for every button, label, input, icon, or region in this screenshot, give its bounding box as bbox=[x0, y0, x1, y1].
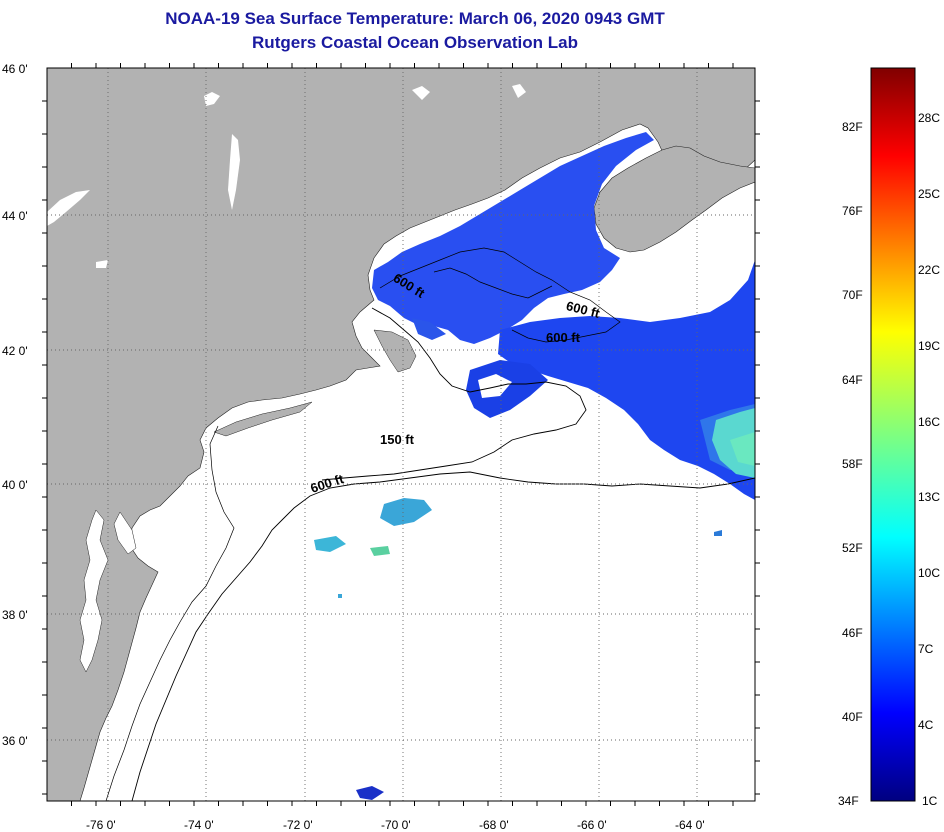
colorbar-f-40: 40F bbox=[842, 710, 863, 724]
colorbar-f-70: 70F bbox=[842, 288, 863, 302]
lat-label-40: 40 0' bbox=[2, 478, 28, 492]
colorbar-f-34: 34F bbox=[838, 794, 859, 808]
contour-600ft-south bbox=[131, 471, 755, 801]
lon-label-76: -76 0' bbox=[86, 818, 116, 832]
colorbar-f-82: 82F bbox=[842, 120, 863, 134]
colorbar-c-4: 4C bbox=[918, 718, 934, 732]
contour-150ft bbox=[321, 307, 587, 481]
lat-label-36: 36 0' bbox=[2, 734, 28, 748]
delaware-bay bbox=[113, 511, 137, 555]
colorbar-f-64: 64F bbox=[842, 373, 863, 387]
long-island bbox=[213, 401, 313, 437]
map-subtitle: Rutgers Coastal Ocean Observation Lab bbox=[252, 33, 578, 52]
contour-label-150ft: 150 ft bbox=[380, 432, 414, 447]
lat-label-42: 42 0' bbox=[2, 344, 28, 358]
colorbar-c-28: 28C bbox=[918, 111, 941, 125]
colorbar-c-19: 19C bbox=[918, 339, 941, 353]
land-us-mainland bbox=[47, 68, 755, 801]
colorbar-c-1: 1C bbox=[922, 794, 938, 808]
colorbar-c-22: 22C bbox=[918, 263, 941, 277]
colorbar-c-7: 7C bbox=[918, 642, 934, 656]
lake-champlain bbox=[228, 134, 240, 210]
contour-shelf-edge bbox=[105, 425, 235, 801]
lon-label-64: -64 0' bbox=[675, 818, 705, 832]
lat-label-38: 38 0' bbox=[2, 608, 28, 622]
colorbar-f-76: 76F bbox=[842, 204, 863, 218]
contour-label-600ft-georges: 600 ft bbox=[546, 330, 580, 345]
lon-label-70: -70 0' bbox=[381, 818, 411, 832]
colorbar-f-58: 58F bbox=[842, 457, 863, 471]
lat-label-44: 44 0' bbox=[2, 209, 28, 223]
cape-cod bbox=[373, 329, 417, 373]
contour-gulf-inner bbox=[379, 247, 621, 343]
colorbar-f-52: 52F bbox=[842, 541, 863, 555]
lon-label-68: -68 0' bbox=[479, 818, 509, 832]
lake-ontario bbox=[47, 190, 90, 226]
lon-label-74: -74 0' bbox=[184, 818, 214, 832]
sst-offshore-patch bbox=[380, 498, 432, 526]
lon-label-66: -66 0' bbox=[577, 818, 607, 832]
sst-gulf-of-maine bbox=[372, 132, 654, 344]
colorbar-f-46: 46F bbox=[842, 626, 863, 640]
lat-label-46: 46 0' bbox=[2, 62, 28, 76]
lon-label-72: -72 0' bbox=[283, 818, 313, 832]
colorbar-c-13: 13C bbox=[918, 490, 941, 504]
map-title: NOAA-19 Sea Surface Temperature: March 0… bbox=[165, 9, 665, 28]
colorbar-c-25: 25C bbox=[918, 187, 941, 201]
colorbar-c-10: 10C bbox=[918, 566, 941, 580]
sst-scotian-shelf bbox=[498, 260, 755, 500]
colorbar-c-16: 16C bbox=[918, 415, 941, 429]
